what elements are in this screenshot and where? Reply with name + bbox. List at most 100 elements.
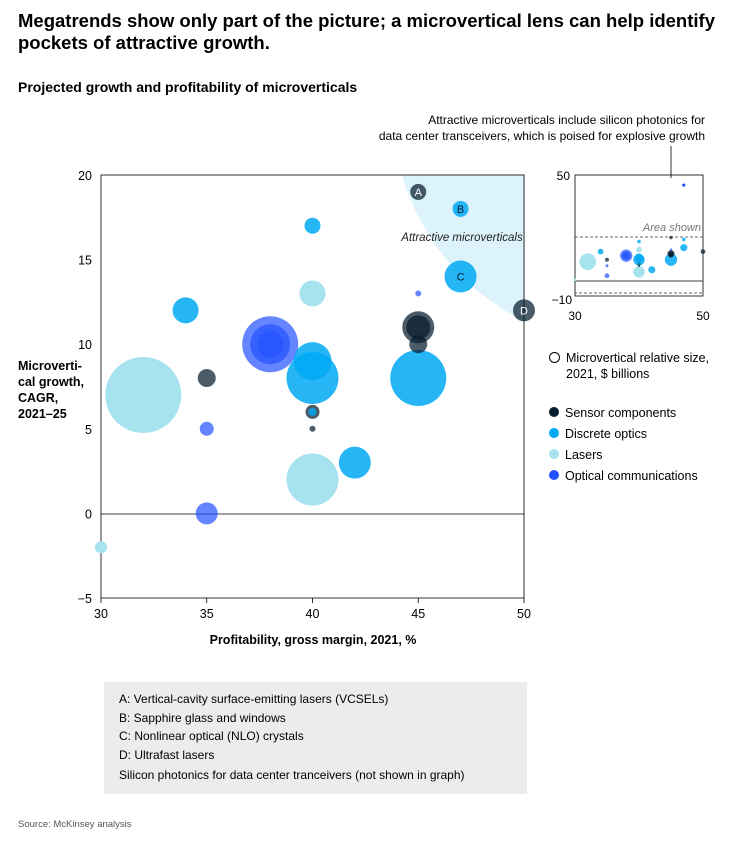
inset-frame (574, 174, 704, 297)
bubble-discrete-optics (304, 217, 321, 234)
inset-y-tick-top: 50 (557, 169, 571, 183)
legend-item-label: Optical communications (565, 469, 698, 483)
bubble-series: C D A B (95, 183, 535, 554)
inset-bubble-silicon-photonics (682, 183, 686, 187)
chart-subtitle: Projected growth and profitability of mi… (18, 79, 358, 95)
bubble-sensor-components (410, 183, 427, 200)
inset-bubbles (573, 183, 706, 282)
inset-bubble (636, 246, 642, 253)
optical-communications-swatch (549, 470, 559, 480)
bubble-sensor-components (409, 335, 428, 354)
inset-area-shown (574, 236, 704, 294)
bubble-discrete-optics (452, 200, 469, 217)
y-tick-label: 10 (78, 338, 92, 352)
inset-bubble (637, 239, 641, 244)
inset-bubble (634, 253, 644, 262)
lasers-swatch (549, 449, 559, 459)
x-axis-label: Profitability, gross margin, 2021, % (210, 633, 417, 647)
inset-bubble (636, 269, 642, 274)
footnote-d: D: Ultrafast lasers (119, 747, 215, 762)
discrete-optics-swatch (549, 428, 559, 438)
x-tick-label: 35 (200, 607, 214, 621)
y-axis-ticks: 20 15 10 5 0 −5 (78, 169, 92, 606)
y-axis-label: Microverti- cal growth, CAGR, 2021–25 (18, 359, 87, 421)
chart-title: Megatrends show only part of the picture… (18, 10, 715, 53)
bubble-discrete-optics (390, 350, 447, 407)
bubble-sensor-components (309, 425, 316, 432)
bubble-sensor-components (197, 369, 216, 388)
x-tick-label: 50 (517, 607, 531, 621)
legend-item-label: Discrete optics (565, 427, 647, 441)
x-tick-label: 40 (306, 607, 320, 621)
x-tick-label: 45 (411, 607, 425, 621)
footnote-extra: Silicon photonics for data center trance… (119, 768, 465, 782)
x-tick-label: 30 (94, 607, 108, 621)
bubble-discrete-optics (172, 297, 199, 324)
footnote-b: B: Sapphire glass and windows (119, 710, 286, 725)
inset-bubble (579, 253, 597, 271)
inset-bubble (648, 266, 656, 274)
legend: Microvertical relative size, 2021, $ bil… (549, 350, 716, 489)
y-tick-label: 20 (78, 169, 92, 183)
bubble-lasers (105, 356, 182, 433)
inset-bubble (605, 264, 609, 268)
footnote-a: A: Vertical-cavity surface-emitting lase… (119, 692, 389, 706)
footnote-box: A: Vertical-cavity surface-emitting lase… (104, 682, 527, 794)
y-tick-label: 0 (85, 507, 92, 521)
bubble-lasers (302, 469, 323, 490)
bubble-optical-communications (415, 290, 422, 297)
legend-item-optical-communications: Optical communications (549, 468, 716, 484)
legend-item-label: Lasers (565, 448, 603, 462)
y-tick-label: 15 (78, 254, 92, 268)
bubble-lasers (95, 541, 107, 554)
inset-bubble (597, 248, 604, 255)
legend-item-lasers: Lasers (549, 447, 716, 463)
inset-bubble (605, 257, 609, 262)
inset-area-label: Area shown (642, 222, 701, 234)
legend-item-label: Sensor components (565, 406, 677, 420)
bubble-discrete-optics (444, 260, 477, 293)
inset-bubble (573, 278, 577, 282)
legend-item-sensor-components: Sensor components (549, 405, 716, 421)
sensor-components-swatch (549, 407, 559, 417)
callout-line-1: Attractive microverticals include silico… (428, 113, 705, 127)
inset-bubble (669, 253, 673, 258)
inset-x-tick-left: 30 (568, 309, 582, 323)
bubble-label-a: A (415, 187, 423, 199)
legend-item-discrete-optics: Discrete optics (549, 426, 716, 442)
y-tick-label: −5 (78, 592, 92, 606)
inset-bubble (664, 253, 678, 266)
inset-y-tick-bottom: −10 (552, 293, 573, 307)
inset-bubble (623, 252, 630, 259)
y-tick-label: 5 (85, 423, 92, 437)
legend-size-label: Microvertical relative size, 2021, $ bil… (566, 351, 710, 381)
source-note: Source: McKinsey analysis (18, 819, 132, 830)
bubble-sensor-components (406, 315, 431, 340)
inset-chart: Area shown 50 −10 30 50 (552, 169, 710, 323)
bubble-discrete-optics (308, 407, 317, 416)
bubble-label-b: B (457, 204, 464, 216)
inset-bubble (637, 262, 641, 265)
bubble-optical-communications (257, 331, 284, 358)
callout-line-2: data center transceivers, which is poise… (379, 129, 705, 143)
attractive-zone (401, 175, 525, 322)
inset-bubble (604, 273, 610, 279)
inset-bubble (680, 244, 688, 252)
bubble-lasers (299, 280, 326, 307)
bubble-optical-communications (199, 421, 214, 436)
bubble-optical-communications (195, 502, 218, 525)
size-circle-icon (549, 352, 560, 363)
bubble-discrete-optics (293, 342, 332, 381)
footnote-c: C: Nonlinear optical (NLO) crystals (119, 729, 304, 743)
zone-label: Attractive microverticals (400, 232, 523, 244)
inset-x-tick-right: 50 (696, 309, 710, 323)
inset-bubble (682, 237, 686, 242)
inset-bubble (637, 264, 641, 267)
bubble-discrete-optics (338, 446, 371, 479)
legend-size-entry: Microvertical relative size, 2021, $ bil… (549, 350, 716, 382)
bubble-label-d: D (520, 305, 528, 317)
inset-bubble (700, 249, 706, 255)
x-axis-ticks: 30 35 40 45 50 (94, 598, 531, 621)
inset-bubble (669, 235, 673, 240)
